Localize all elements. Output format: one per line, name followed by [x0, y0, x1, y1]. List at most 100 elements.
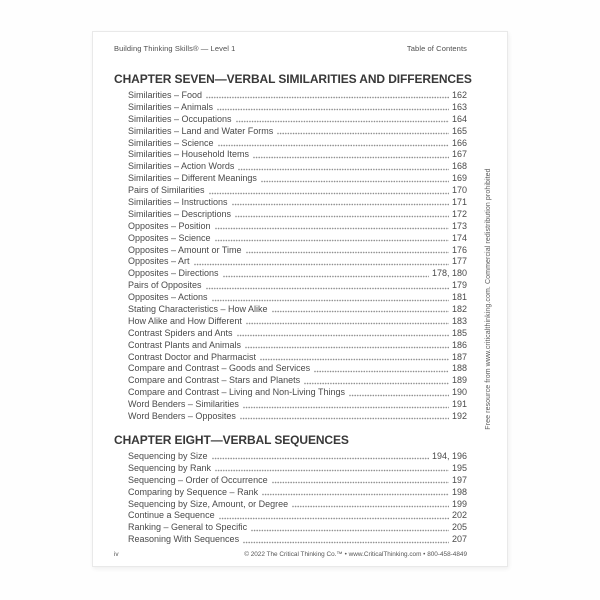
leader-dots [217, 143, 449, 147]
toc-entry: Sequencing by Size, Amount, or Degree 19… [128, 499, 467, 511]
entry-label: Reasoning With Sequences [128, 534, 240, 545]
entry-page: 186 [451, 339, 467, 350]
toc-entry: Sequencing by Rank 195 [128, 463, 467, 475]
leader-dots [242, 405, 449, 409]
document-page: Building Thinking Skills® — Level 1 Tabl… [92, 31, 508, 567]
entry-page: 191 [451, 399, 467, 410]
toc-entry: Ranking – General to Specific 205 [128, 522, 467, 534]
leader-dots [205, 286, 449, 290]
entry-page: 202 [451, 510, 467, 521]
leader-dots [348, 393, 449, 397]
leader-dots [217, 108, 449, 112]
toc-entry: Word Benders – Similarities 191 [128, 399, 467, 411]
entry-page: 194, 196 [431, 450, 467, 461]
footer-page-number: iv [114, 551, 119, 558]
leader-dots [218, 516, 449, 520]
leader-dots [251, 528, 449, 532]
chapter-entries: Sequencing by Size 194, 196 Sequencing b… [114, 451, 467, 546]
toc-entry: Pairs of Similarities 170 [128, 185, 467, 197]
chapter-title: CHAPTER EIGHT—VERBAL SEQUENCES [114, 432, 349, 447]
leader-dots [214, 239, 449, 243]
toc-entry: Similarities – Animals 163 [128, 102, 467, 114]
entry-label: Similarities – Household Items [128, 149, 250, 160]
entry-label: Opposites – Position [128, 220, 211, 231]
entry-page: 165 [451, 125, 467, 136]
entry-label: Opposites – Art [128, 256, 190, 267]
entry-page: 169 [451, 173, 467, 184]
entry-label: Similarities – Land and Water Forms [128, 125, 274, 136]
entry-page: 171 [451, 197, 467, 208]
toc-entry: Continue a Sequence 202 [128, 510, 467, 522]
leader-dots [314, 369, 449, 373]
leader-dots [236, 334, 449, 338]
toc-entry: Stating Characteristics – How Alike 182 [128, 304, 467, 316]
toc-entry: Similarities – Descriptions 172 [128, 209, 467, 221]
footer-copyright: © 2022 The Critical Thinking Co.™ • www.… [244, 551, 467, 558]
entry-label: Stating Characteristics – How Alike [128, 304, 268, 315]
entry-page: 181 [451, 292, 467, 303]
toc-entry: Compare and Contrast – Stars and Planets… [128, 375, 467, 387]
entry-page: 164 [451, 113, 467, 124]
chapter-title: CHAPTER SEVEN—VERBAL SIMILARITIES AND DI… [114, 72, 472, 86]
toc-entry: Similarities – Science 166 [128, 138, 467, 150]
entry-label: Word Benders – Opposites [128, 411, 236, 422]
entry-label: Opposites – Actions [128, 292, 208, 303]
entry-label: Similarities – Different Meanings [128, 173, 257, 184]
entry-label: Opposites – Directions [128, 268, 219, 279]
entry-label: Compare and Contrast – Stars and Planets [128, 375, 301, 386]
entry-page: 197 [451, 474, 467, 485]
leader-dots [304, 381, 449, 385]
toc-entry: Contrast Plants and Animals 186 [128, 340, 467, 352]
toc-entry: Similarities – Land and Water Forms 165 [128, 126, 467, 138]
entry-page: 198 [451, 486, 467, 497]
entry-page: 185 [451, 327, 467, 338]
entry-label: Sequencing by Size [128, 450, 208, 461]
toc-entry: Opposites – Art 177 [128, 256, 467, 268]
toc-entry: Sequencing – Order of Occurrence 197 [128, 475, 467, 487]
entry-label: Contrast Spiders and Ants [128, 327, 233, 338]
chapter-block: CHAPTER SEVEN—VERBAL SIMILARITIES AND DI… [114, 72, 472, 423]
leader-dots [211, 298, 449, 302]
toc-entry: Contrast Doctor and Pharmacist 187 [128, 352, 467, 364]
toc-chapters: CHAPTER SEVEN—VERBAL SIMILARITIES AND DI… [114, 72, 472, 546]
leader-dots [245, 322, 449, 326]
leader-dots [238, 167, 449, 171]
toc-entry: Similarities – Action Words 168 [128, 161, 467, 173]
entry-label: Pairs of Similarities [128, 185, 205, 196]
leader-dots [262, 493, 449, 496]
leader-dots [208, 191, 449, 195]
toc-entry: Comparing by Sequence – Rank 198 [128, 487, 467, 499]
leader-dots [215, 469, 449, 473]
entry-page: 174 [451, 232, 467, 243]
toc-entry: Opposites – Science 174 [128, 233, 467, 245]
entry-label: Compare and Contrast – Goods and Service… [128, 363, 311, 374]
leader-dots [211, 457, 429, 461]
toc-entry: Word Benders – Opposites 192 [128, 411, 467, 423]
chapter-entries: Similarities – Food 162 Similarities – A… [114, 90, 467, 423]
entry-label: Similarities – Food [128, 90, 203, 100]
entry-label: Contrast Plants and Animals [128, 339, 242, 350]
entry-label: Similarities – Descriptions [128, 208, 232, 219]
page-footer: iv © 2022 The Critical Thinking Co.™ • w… [114, 551, 467, 558]
toc-entry: Opposites – Actions 181 [128, 292, 467, 304]
entry-page: 173 [451, 220, 467, 231]
toc-entry: How Alike and How Different 183 [128, 316, 467, 328]
header-section-title: Table of Contents [406, 44, 467, 53]
entry-page: 205 [451, 522, 467, 533]
toc-entry: Similarities – Instructions 171 [128, 197, 467, 209]
toc-entry: Reasoning With Sequences 207 [128, 534, 467, 546]
entry-page: 162 [451, 90, 467, 100]
entry-page: 199 [451, 498, 467, 509]
entry-page: 172 [451, 208, 467, 219]
entry-page: 167 [451, 149, 467, 160]
toc-entry: Compare and Contrast – Living and Non-Li… [128, 387, 467, 399]
toc-entry: Opposites – Directions 178, 180 [128, 268, 467, 280]
entry-label: Sequencing by Size, Amount, or Degree [128, 498, 289, 509]
leader-dots [206, 96, 449, 100]
entry-label: Ranking – General to Specific [128, 522, 248, 533]
toc-entry: Contrast Spiders and Ants 185 [128, 328, 467, 340]
entry-page: 179 [451, 280, 467, 291]
entry-page: 168 [451, 161, 467, 172]
entry-label: Similarities – Occupations [128, 113, 232, 124]
